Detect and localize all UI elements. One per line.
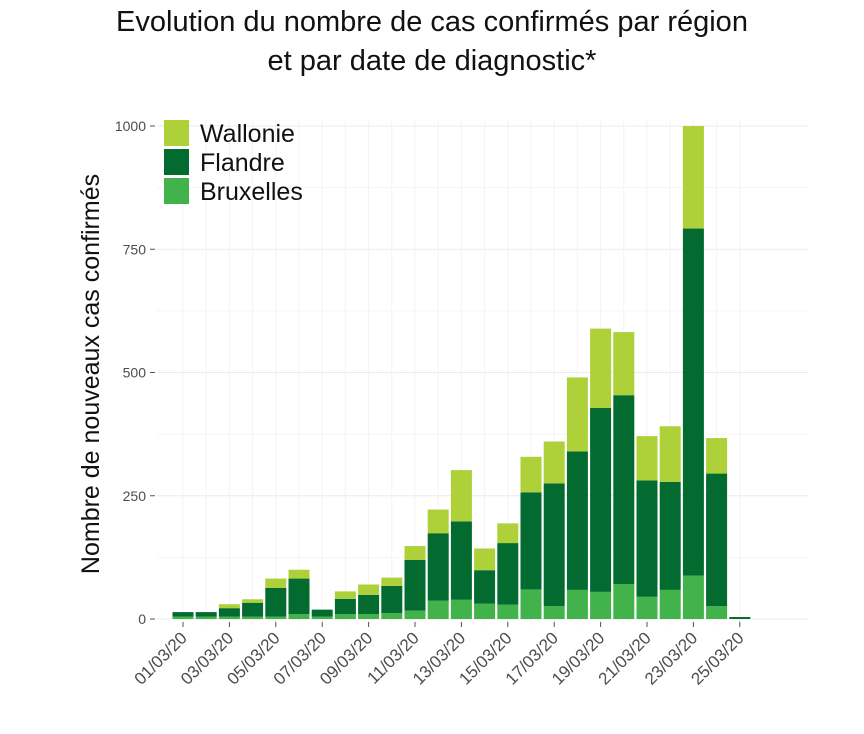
- bars-layer: [172, 126, 751, 619]
- bar-segment-wallonie: [706, 438, 728, 474]
- y-tick-label: 0: [138, 611, 146, 627]
- bar-segment-wallonie: [265, 578, 287, 588]
- bar-segment-bruxelles: [404, 610, 426, 619]
- bar-segment-flandre: [427, 533, 449, 601]
- bar-segment-bruxelles: [358, 614, 380, 619]
- bar-segment-wallonie: [334, 591, 356, 599]
- y-tick-label: 500: [123, 365, 147, 381]
- bar-segment-flandre: [613, 395, 635, 584]
- bar-segment-wallonie: [358, 584, 380, 595]
- bar-segment-wallonie: [636, 436, 658, 481]
- bar-segment-bruxelles: [265, 616, 287, 619]
- bar-segment-wallonie: [659, 426, 681, 482]
- bar-segment-bruxelles: [172, 616, 194, 619]
- bar-segment-bruxelles: [659, 589, 681, 619]
- bar-segment-flandre: [520, 492, 542, 590]
- bar-segment-wallonie: [474, 548, 496, 571]
- bar-segment-wallonie: [218, 604, 240, 609]
- y-axis-label: Nombre de nouveaux cas confirmés: [77, 174, 105, 574]
- bar-segment-flandre: [566, 451, 588, 590]
- bar-segment-wallonie: [288, 569, 310, 579]
- bar-segment-wallonie: [450, 470, 472, 522]
- legend-swatch-wallonie: [164, 120, 189, 146]
- bar-segment-flandre: [636, 480, 658, 597]
- bar-segment-bruxelles: [427, 600, 449, 619]
- y-tick-label: 1000: [115, 118, 146, 134]
- bar-segment-flandre: [729, 617, 751, 619]
- bar-segment-bruxelles: [706, 606, 728, 619]
- y-tick-label: 250: [123, 488, 147, 504]
- chart-title-line-2: et par date de diagnostic*: [267, 45, 597, 77]
- bar-segment-wallonie: [497, 523, 519, 544]
- bar-segment-flandre: [195, 612, 217, 617]
- bar-segment-bruxelles: [381, 613, 403, 619]
- bar-segment-bruxelles: [311, 616, 333, 619]
- bar-segment-flandre: [311, 609, 333, 617]
- bar-segment-bruxelles: [242, 616, 264, 619]
- bar-segment-flandre: [474, 570, 496, 604]
- bar-segment-wallonie: [242, 599, 264, 603]
- y-axis: 0 250 500 750 1000: [115, 118, 155, 627]
- y-tick-label: 750: [123, 241, 147, 257]
- bar-segment-flandre: [682, 228, 704, 576]
- bar-segment-bruxelles: [613, 583, 635, 619]
- bar-segment-wallonie: [520, 456, 542, 493]
- bar-segment-bruxelles: [450, 599, 472, 619]
- bar-segment-bruxelles: [590, 591, 612, 619]
- bar-segment-wallonie: [543, 441, 565, 484]
- bar-segment-bruxelles: [288, 614, 310, 619]
- x-axis: 01/03/2003/03/2005/03/2007/03/2009/03/20…: [131, 622, 748, 689]
- bar-segment-bruxelles: [636, 596, 658, 619]
- legend-swatch-bruxelles: [164, 178, 189, 204]
- bar-segment-flandre: [381, 585, 403, 614]
- bar-segment-flandre: [659, 481, 681, 590]
- bar-segment-flandre: [404, 559, 426, 611]
- bar-segment-flandre: [358, 594, 380, 615]
- bar-segment-flandre: [242, 602, 264, 617]
- bar-segment-wallonie: [427, 509, 449, 534]
- bar-segment-bruxelles: [195, 616, 217, 619]
- bar-segment-flandre: [590, 407, 612, 592]
- bar-segment-bruxelles: [474, 603, 496, 619]
- bar-segment-flandre: [497, 543, 519, 605]
- bar-segment-flandre: [706, 473, 728, 607]
- bar-segment-bruxelles: [566, 589, 588, 619]
- bar-segment-flandre: [450, 521, 472, 600]
- legend-label-flandre: Flandre: [200, 149, 285, 177]
- legend-swatch-flandre: [164, 149, 189, 175]
- bar-segment-bruxelles: [334, 614, 356, 619]
- chart-title-line-1: Evolution du nombre de cas confirmés par…: [116, 6, 748, 38]
- bar-segment-bruxelles: [543, 606, 565, 619]
- bar-segment-flandre: [288, 578, 310, 615]
- bar-segment-wallonie: [566, 377, 588, 452]
- bar-segment-flandre: [265, 587, 287, 617]
- bar-segment-wallonie: [404, 546, 426, 560]
- bar-segment-bruxelles: [682, 575, 704, 619]
- bar-segment-flandre: [172, 612, 194, 617]
- bar-segment-bruxelles: [520, 589, 542, 619]
- bar-segment-wallonie: [590, 328, 612, 408]
- bar-segment-bruxelles: [497, 604, 519, 619]
- bar-segment-bruxelles: [218, 616, 240, 619]
- bar-segment-flandre: [334, 598, 356, 615]
- legend-label-bruxelles: Bruxelles: [200, 178, 303, 206]
- bar-segment-flandre: [543, 483, 565, 607]
- legend-label-wallonie: Wallonie: [200, 120, 295, 148]
- bar-segment-flandre: [218, 608, 240, 617]
- bar-segment-wallonie: [682, 126, 704, 229]
- bar-segment-wallonie: [613, 332, 635, 396]
- bar-segment-wallonie: [381, 577, 403, 586]
